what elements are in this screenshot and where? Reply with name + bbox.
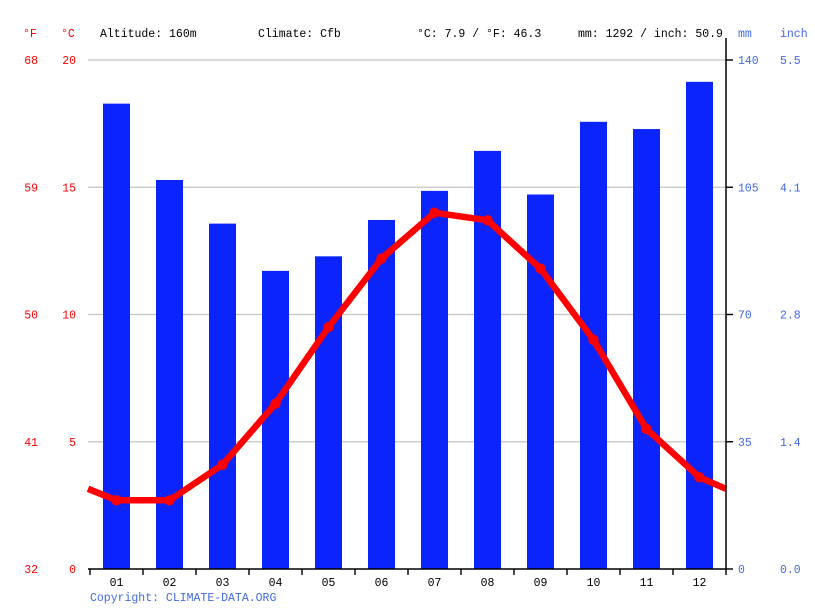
temp-point-12 (694, 472, 705, 483)
month-label-04: 04 (269, 577, 283, 590)
precip-bar-09 (527, 194, 554, 569)
annual-precipitation-label: mm: 1292 / inch: 50.9 (578, 28, 723, 41)
month-label-10: 10 (587, 577, 601, 590)
tick-label-mm-35: 35 (738, 437, 752, 450)
tick-label-inch-1.4: 1.4 (780, 437, 801, 450)
tick-label-f-59: 59 (24, 182, 38, 195)
precip-bar-03 (209, 223, 236, 569)
precip-bar-12 (686, 81, 713, 570)
tick-label-c-10: 10 (62, 310, 76, 323)
month-label-02: 02 (163, 577, 177, 590)
tick-label-f-68: 68 (24, 55, 38, 68)
tick-label-f-32: 32 (24, 564, 38, 577)
month-label-08: 08 (481, 577, 495, 590)
precip-bar-05 (315, 256, 342, 569)
annual-temperature-label: °C: 7.9 / °F: 46.3 (417, 28, 542, 41)
tick-label-f-41: 41 (24, 437, 38, 450)
tick-label-mm-0: 0 (738, 564, 745, 577)
temp-point-01 (111, 495, 122, 506)
copyright-link[interactable]: CLIMATE-DATA.ORG (165, 592, 277, 605)
tick-label-inch-0.0: 0.0 (780, 564, 801, 577)
precip-bar-11 (633, 129, 660, 570)
temp-point-11 (641, 423, 652, 435)
temperature-line (86, 209, 728, 504)
tick-label-c-5: 5 (69, 437, 76, 450)
temp-point-06 (376, 253, 387, 264)
precip-bar-04 (262, 270, 289, 569)
precip-bar-02 (156, 179, 183, 569)
month-label-11: 11 (640, 577, 654, 590)
temp-point-03 (217, 459, 228, 470)
tick-label-mm-70: 70 (738, 310, 752, 323)
temp-point-09 (535, 263, 546, 274)
month-label-01: 01 (110, 577, 124, 590)
precip-bar-07 (421, 190, 448, 569)
tick-label-c-20: 20 (62, 55, 76, 68)
month-label-09: 09 (534, 577, 548, 590)
inch-axis-unit: inch (780, 28, 808, 41)
altitude-label: Altitude: 160m (100, 28, 197, 41)
precip-bar-06 (368, 219, 395, 569)
tick-label-c-15: 15 (62, 182, 76, 195)
month-label-06: 06 (375, 577, 389, 590)
precip-bar-01 (103, 103, 130, 569)
celsius-axis-unit: °C (61, 28, 75, 41)
tick-label-c-0: 0 (69, 564, 76, 577)
month-label-03: 03 (216, 577, 230, 590)
tick-label-inch-4.1: 4.1 (780, 182, 801, 195)
fahrenheit-axis-unit: °F (23, 28, 37, 41)
month-label-05: 05 (322, 577, 336, 590)
month-label-12: 12 (693, 577, 707, 590)
temp-point-02 (164, 495, 175, 506)
copyright-label: Copyright: (90, 592, 166, 605)
climate-class-label: Climate: Cfb (258, 28, 341, 41)
tick-label-f-50: 50 (24, 310, 38, 323)
precip-bar-08 (474, 150, 501, 569)
copyright: Copyright: CLIMATE-DATA.ORG (90, 592, 276, 605)
tick-label-inch-5.5: 5.5 (780, 55, 801, 68)
temp-point-08 (482, 215, 493, 226)
temp-point-10 (588, 334, 599, 346)
tick-label-inch-2.8: 2.8 (780, 310, 801, 323)
temp-point-07 (429, 207, 440, 218)
temp-point-05 (323, 322, 334, 333)
month-label-07: 07 (428, 577, 442, 590)
tick-label-mm-140: 140 (738, 55, 759, 68)
mm-axis-unit: mm (738, 28, 752, 41)
tick-label-mm-105: 105 (738, 182, 759, 195)
temp-point-04 (270, 398, 281, 409)
